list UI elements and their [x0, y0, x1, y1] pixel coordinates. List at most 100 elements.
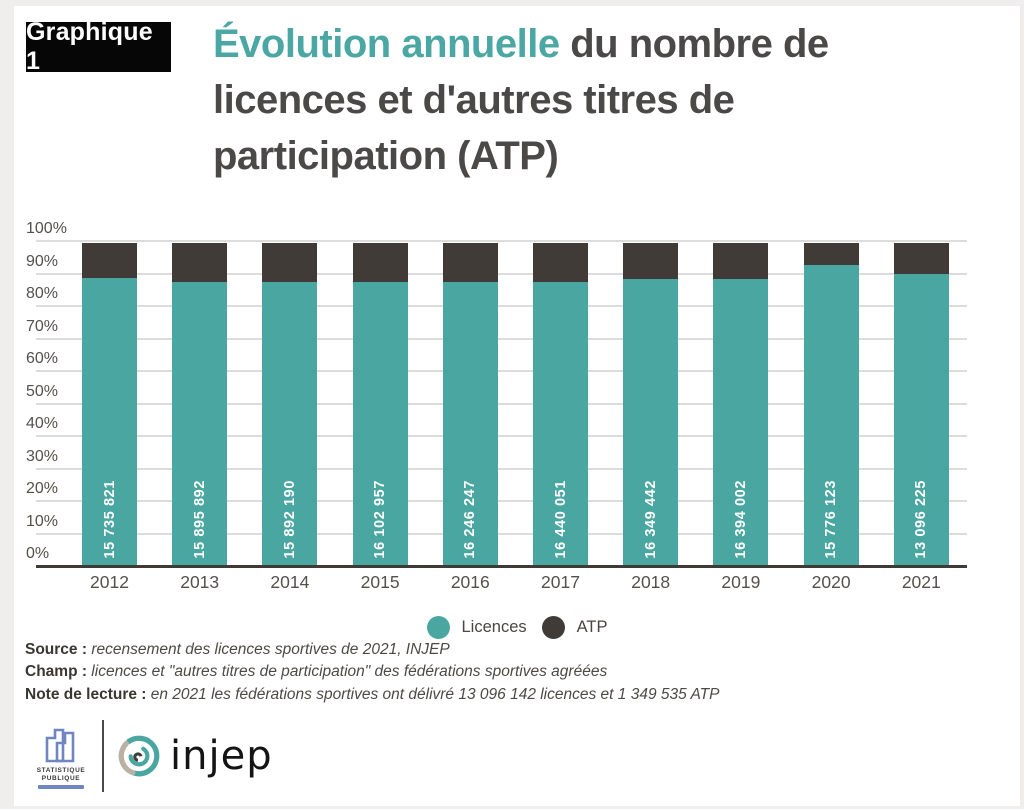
licences-segment-2019	[713, 279, 769, 566]
lecture-note: Note de lecture : en 2021 les fédération…	[25, 684, 885, 706]
bar-value-label: 16 394 002	[732, 480, 749, 559]
licences-segment-2015	[352, 282, 408, 566]
atp-swatch-icon	[541, 616, 565, 639]
legend-label-atp: ATP	[576, 618, 608, 636]
bar-value-2018: 16 349 442	[623, 480, 678, 559]
chart-title-highlight: Évolution annuelle	[213, 22, 560, 66]
licences-segment-2020	[803, 265, 859, 566]
bar-value-label: 15 776 123	[823, 480, 840, 559]
injep-spiral-icon	[118, 735, 160, 777]
stacked-bar-2012: 15 735 821	[82, 243, 137, 566]
gridline-70	[36, 337, 967, 340]
gridline-40	[36, 435, 967, 437]
x-axis-tick-2014: 2014	[270, 572, 310, 592]
licences-segment-2016	[442, 282, 498, 566]
bar-value-label: 16 102 957	[372, 480, 389, 559]
stacked-bar-2015: 16 102 957	[352, 243, 408, 566]
gridline-90	[36, 272, 967, 275]
injep-logo: injep	[116, 733, 273, 779]
bar-value-2020: 15 776 123	[804, 480, 859, 559]
y-axis-tick-0: 0%	[26, 545, 50, 562]
lecture-text: en 2021 les fédérations sportives ont dé…	[146, 685, 720, 703]
infographic-panel: Graphique 1 Évolution annuelle du nombre…	[14, 6, 1020, 806]
atp-segment-2018	[623, 243, 679, 279]
x-axis-tick-2018: 2018	[631, 572, 671, 592]
bar-value-2012: 15 735 821	[82, 480, 137, 559]
champ-note: Champ : licences et "autres titres de pa…	[25, 661, 885, 683]
bar-value-2019: 16 394 002	[713, 480, 768, 559]
x-axis-tick-2012: 2012	[90, 572, 129, 592]
atp-segment-2016	[442, 243, 498, 282]
x-axis-line	[36, 565, 967, 568]
gridline-20	[36, 500, 967, 502]
footer-logos: STATISTIQUE PUBLIQUE injep	[36, 716, 273, 796]
legend-label-licences: Licences	[461, 618, 527, 636]
legend-item-atp: ATP	[541, 616, 608, 639]
x-axis-tick-2020: 2020	[811, 572, 851, 592]
logo-divider	[102, 720, 104, 792]
atp-segment-2014	[262, 243, 318, 282]
lecture-label: Note de lecture :	[25, 685, 147, 703]
chart-title-rest: du nombre de licences et d'autres titres…	[213, 22, 829, 178]
bar-value-2017: 16 440 051	[533, 480, 588, 559]
stacked-bar-2013: 15 895 892	[172, 243, 228, 566]
x-axis-tick-2013: 2013	[180, 572, 220, 592]
stacked-bar-2018: 16 349 442	[623, 243, 679, 566]
stacked-bar-2019: 16 394 002	[713, 243, 769, 566]
x-axis-tick-2015: 2015	[360, 572, 400, 592]
y-axis-tick-80: 80%	[26, 285, 59, 302]
gridline-80	[36, 305, 967, 307]
plot-area: 100% 90% 80% 70% 60% 50% 40% 30% 20% 10% 0% 15 735 …	[14, 6, 1020, 806]
y-axis-tick-50: 50%	[26, 382, 59, 400]
y-axis-tick-30: 30%	[26, 447, 59, 465]
stacked-bar-2020: 15 776 123	[803, 243, 859, 566]
bar-value-label: 16 440 051	[552, 480, 569, 559]
statistique-publique-icon	[45, 728, 75, 763]
y-axis-tick-40: 40%	[26, 415, 59, 432]
chart-legend: Licences ATP	[14, 616, 1020, 639]
stacked-bar-2021: 13 096 225	[893, 243, 949, 566]
gridline-50	[36, 402, 967, 405]
statistique-publique-logo: STATISTIQUE PUBLIQUE	[36, 723, 86, 789]
bar-value-2021: 13 096 225	[894, 480, 949, 559]
atp-segment-2015	[352, 243, 408, 282]
bar-value-2016: 16 246 247	[443, 480, 498, 559]
gridline-10	[36, 532, 967, 535]
y-axis-tick-10: 10%	[26, 512, 59, 530]
stacked-bar-2017: 16 440 051	[533, 243, 588, 566]
licences-segment-2012	[82, 278, 137, 566]
chart-title: Évolution annuelle du nombre de licences…	[213, 16, 973, 184]
statistique-publique-line1: STATISTIQUE	[36, 767, 86, 774]
licences-segment-2018	[623, 279, 679, 566]
atp-segment-2017	[533, 243, 588, 282]
champ-label: Champ :	[25, 663, 87, 681]
atp-segment-2013	[172, 243, 228, 282]
gridline-30	[36, 467, 967, 470]
champ-text: licences et "autres titres de participat…	[87, 663, 608, 681]
chart-notes: Source : recensement des licences sporti…	[25, 639, 885, 706]
x-axis-tick-2019: 2019	[721, 572, 761, 592]
y-axis-tick-70: 70%	[26, 317, 59, 335]
injep-wordmark: injep	[170, 733, 273, 779]
gridline-100	[36, 240, 967, 242]
statistique-publique-line2: PUBLIQUE	[41, 775, 81, 782]
licences-segment-2017	[533, 282, 588, 566]
bar-value-2014: 15 892 190	[262, 480, 317, 559]
bar-value-label: 13 096 225	[913, 480, 930, 559]
source-label: Source :	[25, 641, 88, 658]
atp-segment-2020	[803, 243, 859, 265]
bar-value-label: 15 735 821	[101, 480, 118, 559]
source-text: recensement des licences sportives de 20…	[87, 641, 450, 658]
bar-value-label: 16 246 247	[462, 480, 479, 559]
stacked-bar-2016: 16 246 247	[442, 243, 498, 566]
x-axis-tick-2016: 2016	[450, 572, 490, 592]
bar-value-label: 16 349 442	[642, 480, 659, 559]
y-axis-tick-90: 90%	[26, 252, 59, 270]
gridline-60	[36, 370, 967, 372]
atp-segment-2021	[893, 243, 949, 274]
bar-value-label: 15 895 892	[191, 480, 208, 559]
licences-segment-2021	[893, 274, 949, 566]
figure-badge: Graphique 1	[26, 18, 171, 75]
licences-segment-2013	[172, 282, 228, 566]
y-axis-tick-20: 20%	[26, 480, 59, 497]
